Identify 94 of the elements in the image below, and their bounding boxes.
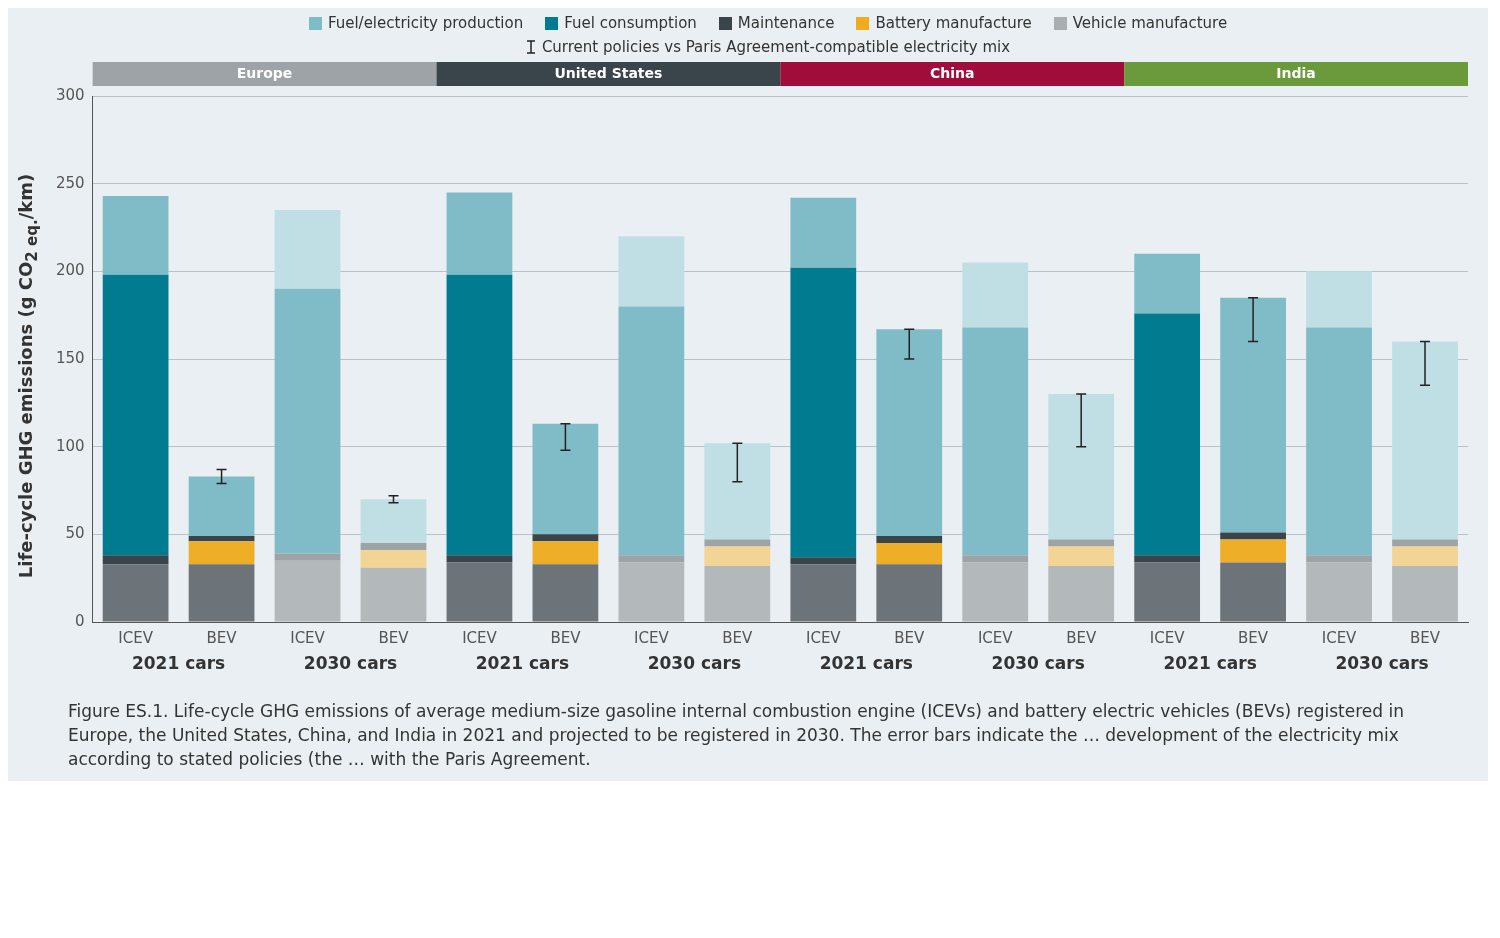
y-tick-label: 150 — [55, 348, 85, 367]
bar — [102, 555, 169, 565]
text: 2021 cars — [819, 652, 913, 673]
legend-label: Fuel consumption — [563, 14, 697, 32]
x-tick-label: ICEV — [118, 628, 154, 647]
bar — [1306, 562, 1372, 622]
x-tick-label: BEV — [894, 628, 926, 647]
x-tick-label: ICEV — [1321, 628, 1358, 647]
bar — [532, 564, 599, 622]
bar — [876, 543, 943, 565]
x-tick-label: BEV — [550, 628, 582, 647]
bar — [704, 539, 771, 547]
text: China — [930, 64, 975, 81]
text: United States — [554, 64, 663, 81]
bar — [704, 565, 771, 622]
bar — [102, 564, 169, 622]
x-tick-label: ICEV — [977, 628, 1014, 647]
bar — [274, 209, 341, 289]
bar — [1134, 313, 1201, 556]
bar — [962, 555, 1029, 563]
text: 2030 cars — [647, 652, 741, 673]
bar — [1220, 532, 1286, 540]
x-tick-label: ICEV — [634, 628, 670, 647]
legend-label: Fuel/electricity production — [326, 14, 524, 32]
bar — [704, 443, 771, 540]
legend-label: Battery manufacture — [874, 14, 1032, 32]
bar — [790, 564, 857, 622]
bar — [1392, 539, 1458, 547]
bar — [618, 562, 685, 622]
bar — [1134, 555, 1201, 563]
bar — [274, 553, 341, 561]
bar — [532, 534, 599, 542]
x-tick-label: ICEV — [462, 628, 498, 647]
y-tick-label: 0 — [75, 611, 85, 630]
text: India — [1276, 64, 1316, 81]
x-tick-label: BEV — [1066, 628, 1097, 647]
bar — [188, 564, 255, 622]
y-tick-label: 250 — [55, 173, 85, 192]
bar — [1220, 539, 1286, 563]
bar — [1048, 539, 1115, 547]
bar — [188, 536, 255, 542]
bar — [360, 550, 427, 568]
text: 2021 cars — [131, 652, 226, 673]
text: 2030 cars — [1335, 652, 1429, 673]
bar — [1134, 562, 1201, 622]
x-tick-label: ICEV — [290, 628, 326, 647]
bar — [790, 557, 857, 565]
x-tick-label: ICEV — [805, 628, 842, 647]
bar — [274, 560, 341, 622]
bar — [618, 236, 685, 307]
text: Current policies vs Paris Agreement-compatible electricity mix — [540, 38, 1011, 56]
bar — [1048, 565, 1115, 622]
y-tick-label: 200 — [55, 261, 85, 280]
x-tick-label: BEV — [1238, 628, 1269, 647]
bar — [1392, 546, 1458, 566]
bar — [1392, 341, 1458, 540]
bar — [1306, 271, 1372, 328]
bar — [790, 267, 857, 558]
bar — [876, 564, 943, 622]
bar — [446, 555, 513, 563]
text: 2030 cars — [991, 652, 1085, 673]
bar — [102, 274, 169, 556]
legend-label: Vehicle manufacture — [1071, 14, 1228, 32]
text: 2021 cars — [1163, 652, 1257, 673]
bar — [360, 499, 427, 544]
text: Figure ES.1. Life-cycle GHG emissions of average medium-size gasoline internal combustion engine (ICEVs) and battery electric vehicles (BEVs) registered in Europe, the United States, China, and India in 2021 and projected to be registered in 2030. The error bars indicate the … development of the electricity mix according to stated policies (the … with the Paris Agreement. — [67, 700, 1405, 771]
y-tick-label: 50 — [65, 524, 85, 543]
y-tick-label: 100 — [55, 436, 85, 455]
bar — [1220, 562, 1286, 622]
bar — [876, 536, 943, 544]
bar — [188, 541, 255, 565]
x-tick-label: BEV — [378, 628, 410, 647]
x-tick-label: ICEV — [1149, 628, 1186, 647]
bar — [618, 555, 685, 563]
text: Europe — [236, 64, 293, 81]
text: 2030 cars — [303, 652, 398, 673]
bar — [1392, 565, 1458, 622]
x-tick-label: BEV — [1410, 628, 1441, 647]
text: 2021 cars — [475, 652, 570, 673]
bar — [446, 562, 513, 622]
bar — [360, 567, 427, 622]
bar — [360, 543, 427, 551]
bar — [1048, 394, 1115, 540]
bar — [446, 274, 513, 556]
bar — [962, 262, 1029, 328]
bar — [1306, 555, 1372, 563]
x-tick-label: BEV — [206, 628, 238, 647]
bar — [704, 546, 771, 566]
bar — [962, 562, 1029, 622]
x-tick-label: BEV — [722, 628, 754, 647]
legend-label: Maintenance — [736, 14, 835, 32]
bar — [532, 541, 599, 565]
y-tick-label: 300 — [55, 85, 85, 104]
bar — [1048, 546, 1115, 566]
